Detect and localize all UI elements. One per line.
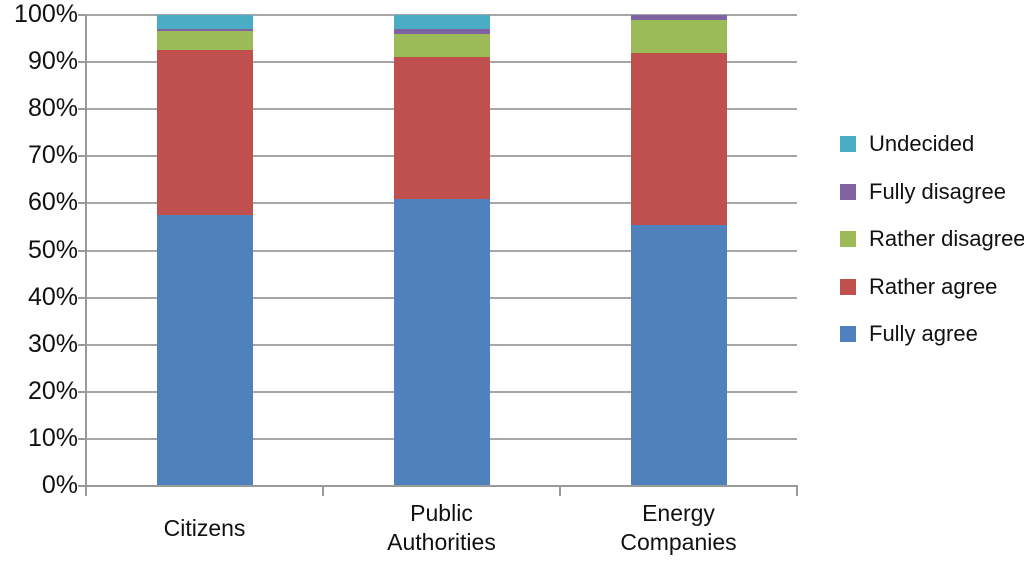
- x-axis-category-label-line: Companies: [620, 529, 737, 555]
- bar-segment-undecided-citizens: [156, 15, 253, 30]
- y-axis-label: 30%: [27, 329, 78, 358]
- y-axis-tick: [78, 61, 86, 64]
- y-axis-tick: [78, 343, 86, 346]
- x-axis-tick: [796, 486, 798, 496]
- x-axis-category-label: Energy Companies: [560, 497, 797, 559]
- y-axis-tick: [78, 202, 86, 205]
- y-axis-tick: [78, 296, 86, 299]
- y-axis-label: 60%: [27, 188, 78, 217]
- bar-segment-undecided-public-authorities: [393, 15, 490, 30]
- legend-label: Fully disagree: [869, 178, 1006, 204]
- legend-swatch-icon: [840, 326, 856, 342]
- y-axis-tick: [78, 14, 86, 16]
- legend-item-undecided: Undecided: [840, 129, 974, 159]
- y-axis-tick: [78, 390, 86, 393]
- y-axis-label: 80%: [27, 94, 78, 123]
- bar-segment-rather-disagree-citizens: [156, 31, 253, 51]
- x-axis-category-label-line: Energy: [642, 500, 715, 526]
- y-axis-label: 20%: [27, 376, 78, 405]
- legend-swatch-icon: [840, 136, 856, 152]
- x-axis: [85, 485, 798, 487]
- y-axis-label: 70%: [27, 141, 78, 170]
- y-axis-tick: [78, 108, 86, 111]
- legend-swatch-icon: [840, 183, 856, 200]
- x-axis-tick: [559, 486, 561, 496]
- legend-item-rather-agree: Rather agree: [840, 272, 997, 302]
- y-axis-tick: [78, 485, 86, 487]
- bar-segment-rather-disagree-public-authorities: [393, 33, 490, 58]
- x-axis-tick: [322, 486, 324, 496]
- legend-label: Rather agree: [869, 273, 998, 299]
- x-axis-category-label-line: Authorities: [387, 529, 496, 555]
- legend-swatch-icon: [840, 278, 856, 295]
- y-axis-label: 40%: [27, 282, 78, 311]
- bar-segment-fully-agree-energy-companies: [630, 224, 727, 486]
- y-axis-tick: [78, 249, 86, 252]
- bar-segment-fully-disagree-energy-companies: [630, 15, 727, 20]
- y-axis-label: 10%: [27, 423, 78, 452]
- bar-segment-fully-disagree-citizens: [156, 29, 253, 32]
- legend-item-fully-agree: Fully agree: [840, 319, 978, 349]
- y-axis-tick: [78, 437, 86, 440]
- bar-segment-rather-agree-public-authorities: [393, 57, 490, 199]
- y-axis-tick: [78, 155, 86, 158]
- y-axis-label: 100%: [14, 0, 78, 28]
- legend-label: Fully agree: [869, 321, 978, 346]
- legend-item-rather-disagree: Rather disagree: [840, 224, 1024, 254]
- x-axis-category-label: Citizens: [86, 497, 323, 559]
- x-axis-category-label: Public Authorities: [323, 497, 560, 559]
- legend-swatch-icon: [840, 231, 856, 247]
- x-axis-category-label-line: Citizens: [163, 514, 246, 541]
- legend-item-fully-disagree: Fully disagree: [840, 177, 1006, 207]
- bar-segment-rather-agree-energy-companies: [630, 52, 727, 225]
- legend-label: Undecided: [869, 131, 975, 156]
- bar-segment-fully-disagree-public-authorities: [393, 29, 490, 34]
- y-axis-label: 50%: [27, 235, 78, 264]
- bar-segment-fully-agree-public-authorities: [393, 198, 490, 486]
- bar-segment-rather-agree-citizens: [156, 50, 253, 216]
- legend-label: Rather disagree: [869, 226, 1024, 251]
- bar-segment-fully-agree-citizens: [156, 215, 253, 486]
- y-axis-label: 0%: [41, 471, 78, 499]
- x-axis-category-label-line: Public: [410, 500, 473, 526]
- y-axis: [85, 15, 87, 496]
- bar-segment-rather-disagree-energy-companies: [630, 19, 727, 53]
- y-axis-label: 90%: [27, 47, 78, 76]
- x-axis-tick: [85, 486, 87, 496]
